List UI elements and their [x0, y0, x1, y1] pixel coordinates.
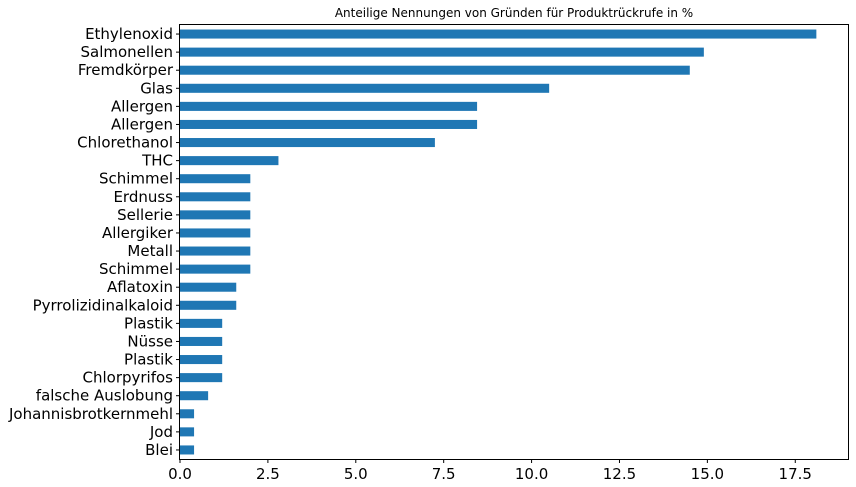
bar [180, 47, 704, 57]
x-axis-ticks: 0.0 2.5 5.0 7.5 10.0 12.5 15.0 17.5 [168, 459, 812, 483]
y-tick-label: Pyrrolizidinalkaloid [33, 296, 173, 314]
bar [180, 427, 195, 437]
y-tick-label: Schimmel [99, 260, 173, 278]
bar [180, 83, 550, 93]
bar [180, 119, 478, 129]
y-tick-label: Jod [149, 423, 173, 441]
bar [180, 246, 251, 256]
bar [180, 336, 223, 346]
bar [180, 282, 237, 292]
y-tick-label: THC [141, 152, 173, 170]
bar [180, 373, 223, 383]
bar [180, 228, 251, 238]
y-tick-label: Schimmel [99, 170, 173, 188]
bar [180, 409, 195, 419]
y-tick-label: Metall [127, 242, 173, 260]
plot-frame [179, 24, 849, 460]
y-axis-ticks: EthylenoxidSalmonellenFremdkörperGlasAll… [8, 25, 180, 459]
bar [180, 210, 251, 220]
bar [180, 192, 251, 202]
y-tick-label: Johannisbrotkernmehl [8, 405, 173, 423]
bar [180, 174, 251, 184]
y-tick-label: Chlorpyrifos [83, 369, 174, 387]
x-tick-label: 0.0 [168, 465, 192, 483]
y-tick-label: Glas [140, 79, 173, 97]
bar [180, 65, 690, 75]
bar [180, 264, 251, 274]
y-tick-label: Chlorethanol [77, 134, 173, 152]
y-tick-label: Allergen [111, 115, 173, 133]
y-tick-label: falsche Auslobung [36, 387, 173, 405]
chart-title: Anteilige Nennungen von Gründen für Prod… [335, 6, 693, 20]
bar [180, 445, 195, 455]
y-tick-label: Aflatoxin [107, 278, 173, 296]
y-tick-label: Plastik [124, 351, 173, 369]
bar [180, 156, 279, 166]
y-tick-label: Blei [145, 441, 173, 459]
x-tick-label: 17.5 [779, 465, 812, 483]
bar [180, 355, 223, 365]
bar [180, 300, 237, 310]
bar [180, 138, 435, 148]
x-tick-label: 2.5 [256, 465, 280, 483]
x-tick-label: 15.0 [691, 465, 724, 483]
y-tick-label: Allergen [111, 97, 173, 115]
y-tick-label: Ethylenoxid [85, 25, 173, 43]
y-tick-label: Plastik [124, 314, 173, 332]
y-tick-label: Nüsse [127, 332, 173, 350]
bar [180, 318, 223, 328]
x-tick-label: 12.5 [603, 465, 636, 483]
y-tick-label: Erdnuss [113, 188, 173, 206]
bar [180, 391, 209, 401]
y-tick-label: Allergiker [102, 224, 174, 242]
y-tick-label: Sellerie [117, 206, 173, 224]
y-tick-label: Fremdkörper [78, 61, 174, 79]
bar [180, 29, 817, 39]
y-tick-label: Salmonellen [81, 43, 173, 61]
x-tick-label: 5.0 [344, 465, 368, 483]
x-tick-label: 7.5 [432, 465, 456, 483]
bars-group [180, 29, 817, 455]
bar [180, 101, 478, 111]
x-tick-label: 10.0 [515, 465, 548, 483]
